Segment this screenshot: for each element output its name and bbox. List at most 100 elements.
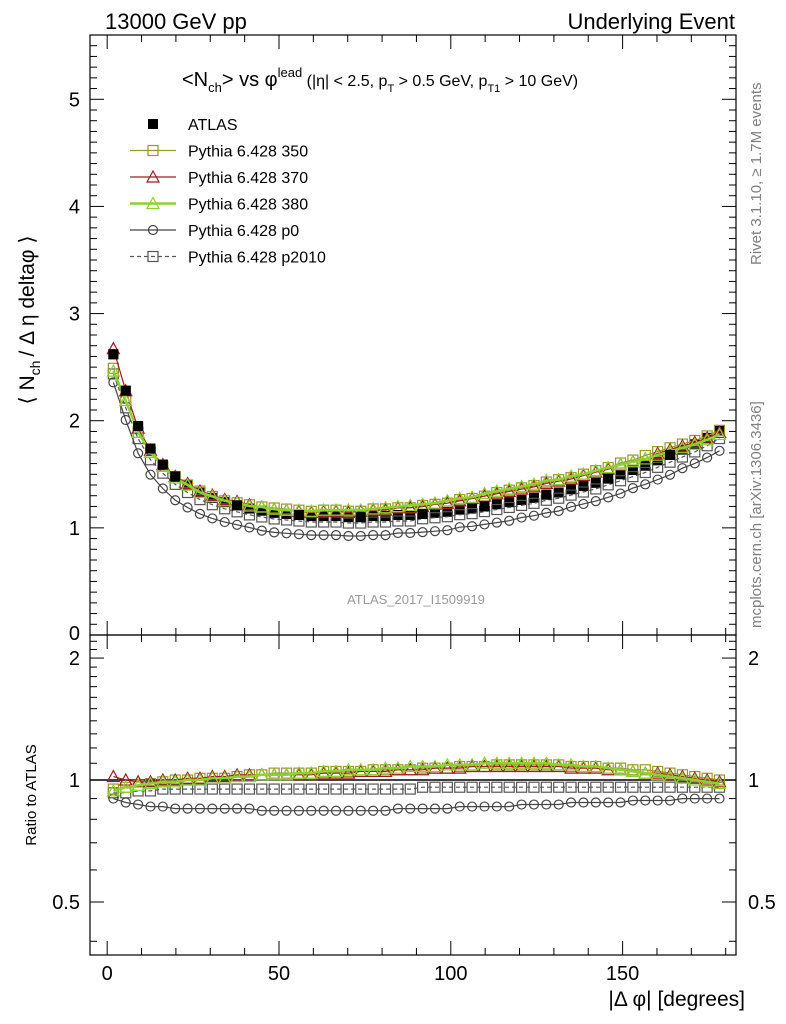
p370-ratio-point bbox=[489, 759, 504, 773]
watermark: ATLAS_2017_I1509919 bbox=[347, 592, 485, 607]
p0-ratio-point bbox=[677, 793, 688, 804]
p2010-ratio-point bbox=[676, 781, 688, 793]
p0-ratio-point bbox=[343, 805, 354, 816]
p2010-point bbox=[342, 517, 354, 529]
svg-text:<Nch> vs φlead (|η| < 2.5, pT: <Nch> vs φlead (|η| < 2.5, pT > 0.5 GeV,… bbox=[182, 65, 578, 95]
p380-ratio-point bbox=[465, 757, 480, 771]
p380-point bbox=[551, 472, 566, 486]
p380-ratio-point bbox=[539, 756, 554, 769]
p0-point bbox=[207, 513, 218, 524]
p370-ratio-point bbox=[341, 765, 356, 779]
p380-ratio-point bbox=[254, 767, 269, 781]
p380-point bbox=[440, 493, 455, 507]
p0-point bbox=[528, 510, 540, 521]
p2010-point bbox=[590, 483, 602, 495]
p0-ratio-point bbox=[207, 803, 218, 814]
atlas-data-point bbox=[627, 465, 638, 475]
p0-ratio-point bbox=[170, 803, 181, 814]
ratio-series-p380 bbox=[106, 756, 727, 797]
p0-point bbox=[417, 526, 428, 538]
p0-point bbox=[590, 496, 601, 507]
p2010-ratio-point bbox=[491, 781, 503, 793]
p2010-point bbox=[503, 501, 515, 514]
p370-ratio-point bbox=[514, 759, 529, 773]
x-axis-label: |Δ φ| [degrees] bbox=[608, 988, 745, 1011]
p0-point bbox=[330, 529, 342, 541]
p380-ratio-point bbox=[675, 771, 690, 784]
series-atlas-top bbox=[108, 349, 676, 523]
p0-ratio-point bbox=[405, 803, 416, 814]
p0-point bbox=[293, 529, 305, 540]
p0-point bbox=[504, 515, 515, 526]
p380-point bbox=[650, 447, 665, 461]
p2010-point bbox=[404, 515, 416, 527]
p370-point bbox=[489, 486, 504, 500]
p0-ratio-point bbox=[429, 803, 441, 814]
p380-point bbox=[131, 425, 146, 438]
atlas-data-point-top bbox=[603, 473, 614, 484]
p0-point bbox=[194, 508, 206, 519]
p0-point bbox=[269, 527, 280, 538]
p0-ratio-point bbox=[392, 803, 403, 814]
p380-point bbox=[378, 500, 393, 514]
p2010-ratio-point bbox=[392, 783, 404, 795]
p2010-ratio-point bbox=[553, 781, 565, 793]
p2010-point bbox=[441, 511, 453, 523]
p0-ratio-point bbox=[281, 805, 292, 816]
ratio-series-p0 bbox=[108, 793, 725, 816]
p380-ratio-point bbox=[230, 769, 245, 783]
x-tick-label: 50 bbox=[268, 963, 290, 985]
p370-ratio-point bbox=[663, 767, 678, 781]
p2010-ratio-point bbox=[602, 781, 614, 793]
p370-point bbox=[514, 481, 529, 495]
main-y-tick-label: 4 bbox=[69, 196, 80, 218]
atlas-data-point bbox=[590, 477, 601, 488]
p380-ratio-point bbox=[452, 757, 467, 771]
p0-ratio-point bbox=[318, 805, 329, 816]
p370-ratio-point bbox=[700, 772, 715, 786]
p380-ratio-point bbox=[564, 757, 579, 771]
atlas-data-point bbox=[219, 497, 230, 508]
legend-marker bbox=[148, 119, 158, 129]
main-y-axis-label: ⟨ Nch/ Δ η deltaφ ⟩ bbox=[16, 235, 43, 404]
atlas-data-point bbox=[640, 460, 651, 471]
p380-point bbox=[625, 454, 640, 468]
p370-point bbox=[502, 484, 517, 498]
ratio-y-tick-label-right: 2 bbox=[748, 648, 759, 670]
p0-ratio-point bbox=[578, 797, 589, 808]
p0-point bbox=[355, 530, 366, 542]
p380-ratio-point bbox=[613, 762, 628, 776]
p0-point bbox=[306, 529, 317, 541]
p0-point bbox=[343, 530, 354, 542]
p380-point bbox=[576, 466, 591, 480]
p370-ratio-point bbox=[192, 771, 207, 784]
atlas-data-point-top bbox=[541, 489, 552, 500]
p380-ratio-point bbox=[403, 759, 418, 773]
p0-ratio-point bbox=[145, 801, 156, 812]
p380-ratio-point bbox=[217, 771, 232, 784]
p0-ratio-point bbox=[417, 803, 428, 814]
p0-ratio-point bbox=[603, 797, 614, 808]
p380-ratio-point bbox=[378, 760, 393, 774]
p0-point bbox=[553, 505, 564, 517]
main-y-tick-label: 5 bbox=[69, 89, 80, 111]
p370-ratio-point bbox=[180, 771, 195, 784]
p2010-point bbox=[614, 475, 627, 487]
p380-point bbox=[477, 486, 492, 500]
p380-ratio-point bbox=[502, 756, 517, 769]
p2010-point bbox=[194, 494, 206, 506]
p380-point bbox=[217, 493, 232, 507]
legend-marker bbox=[147, 250, 159, 263]
p2010-ratio-point bbox=[367, 783, 379, 795]
main-y-tick-label: 1 bbox=[69, 518, 80, 540]
p0-ratio-point bbox=[380, 805, 391, 816]
p0-point bbox=[368, 529, 379, 541]
p380-ratio-point bbox=[304, 765, 319, 779]
p0-ratio-point bbox=[157, 801, 168, 812]
atlas-data-point-top bbox=[665, 450, 676, 460]
p2010-ratio-point bbox=[231, 783, 243, 795]
p0-ratio-point bbox=[256, 805, 267, 816]
ratio-y-tick-label-left: 0.5 bbox=[52, 892, 80, 914]
p0-ratio-point bbox=[133, 799, 144, 810]
p370-ratio-point bbox=[650, 765, 665, 779]
